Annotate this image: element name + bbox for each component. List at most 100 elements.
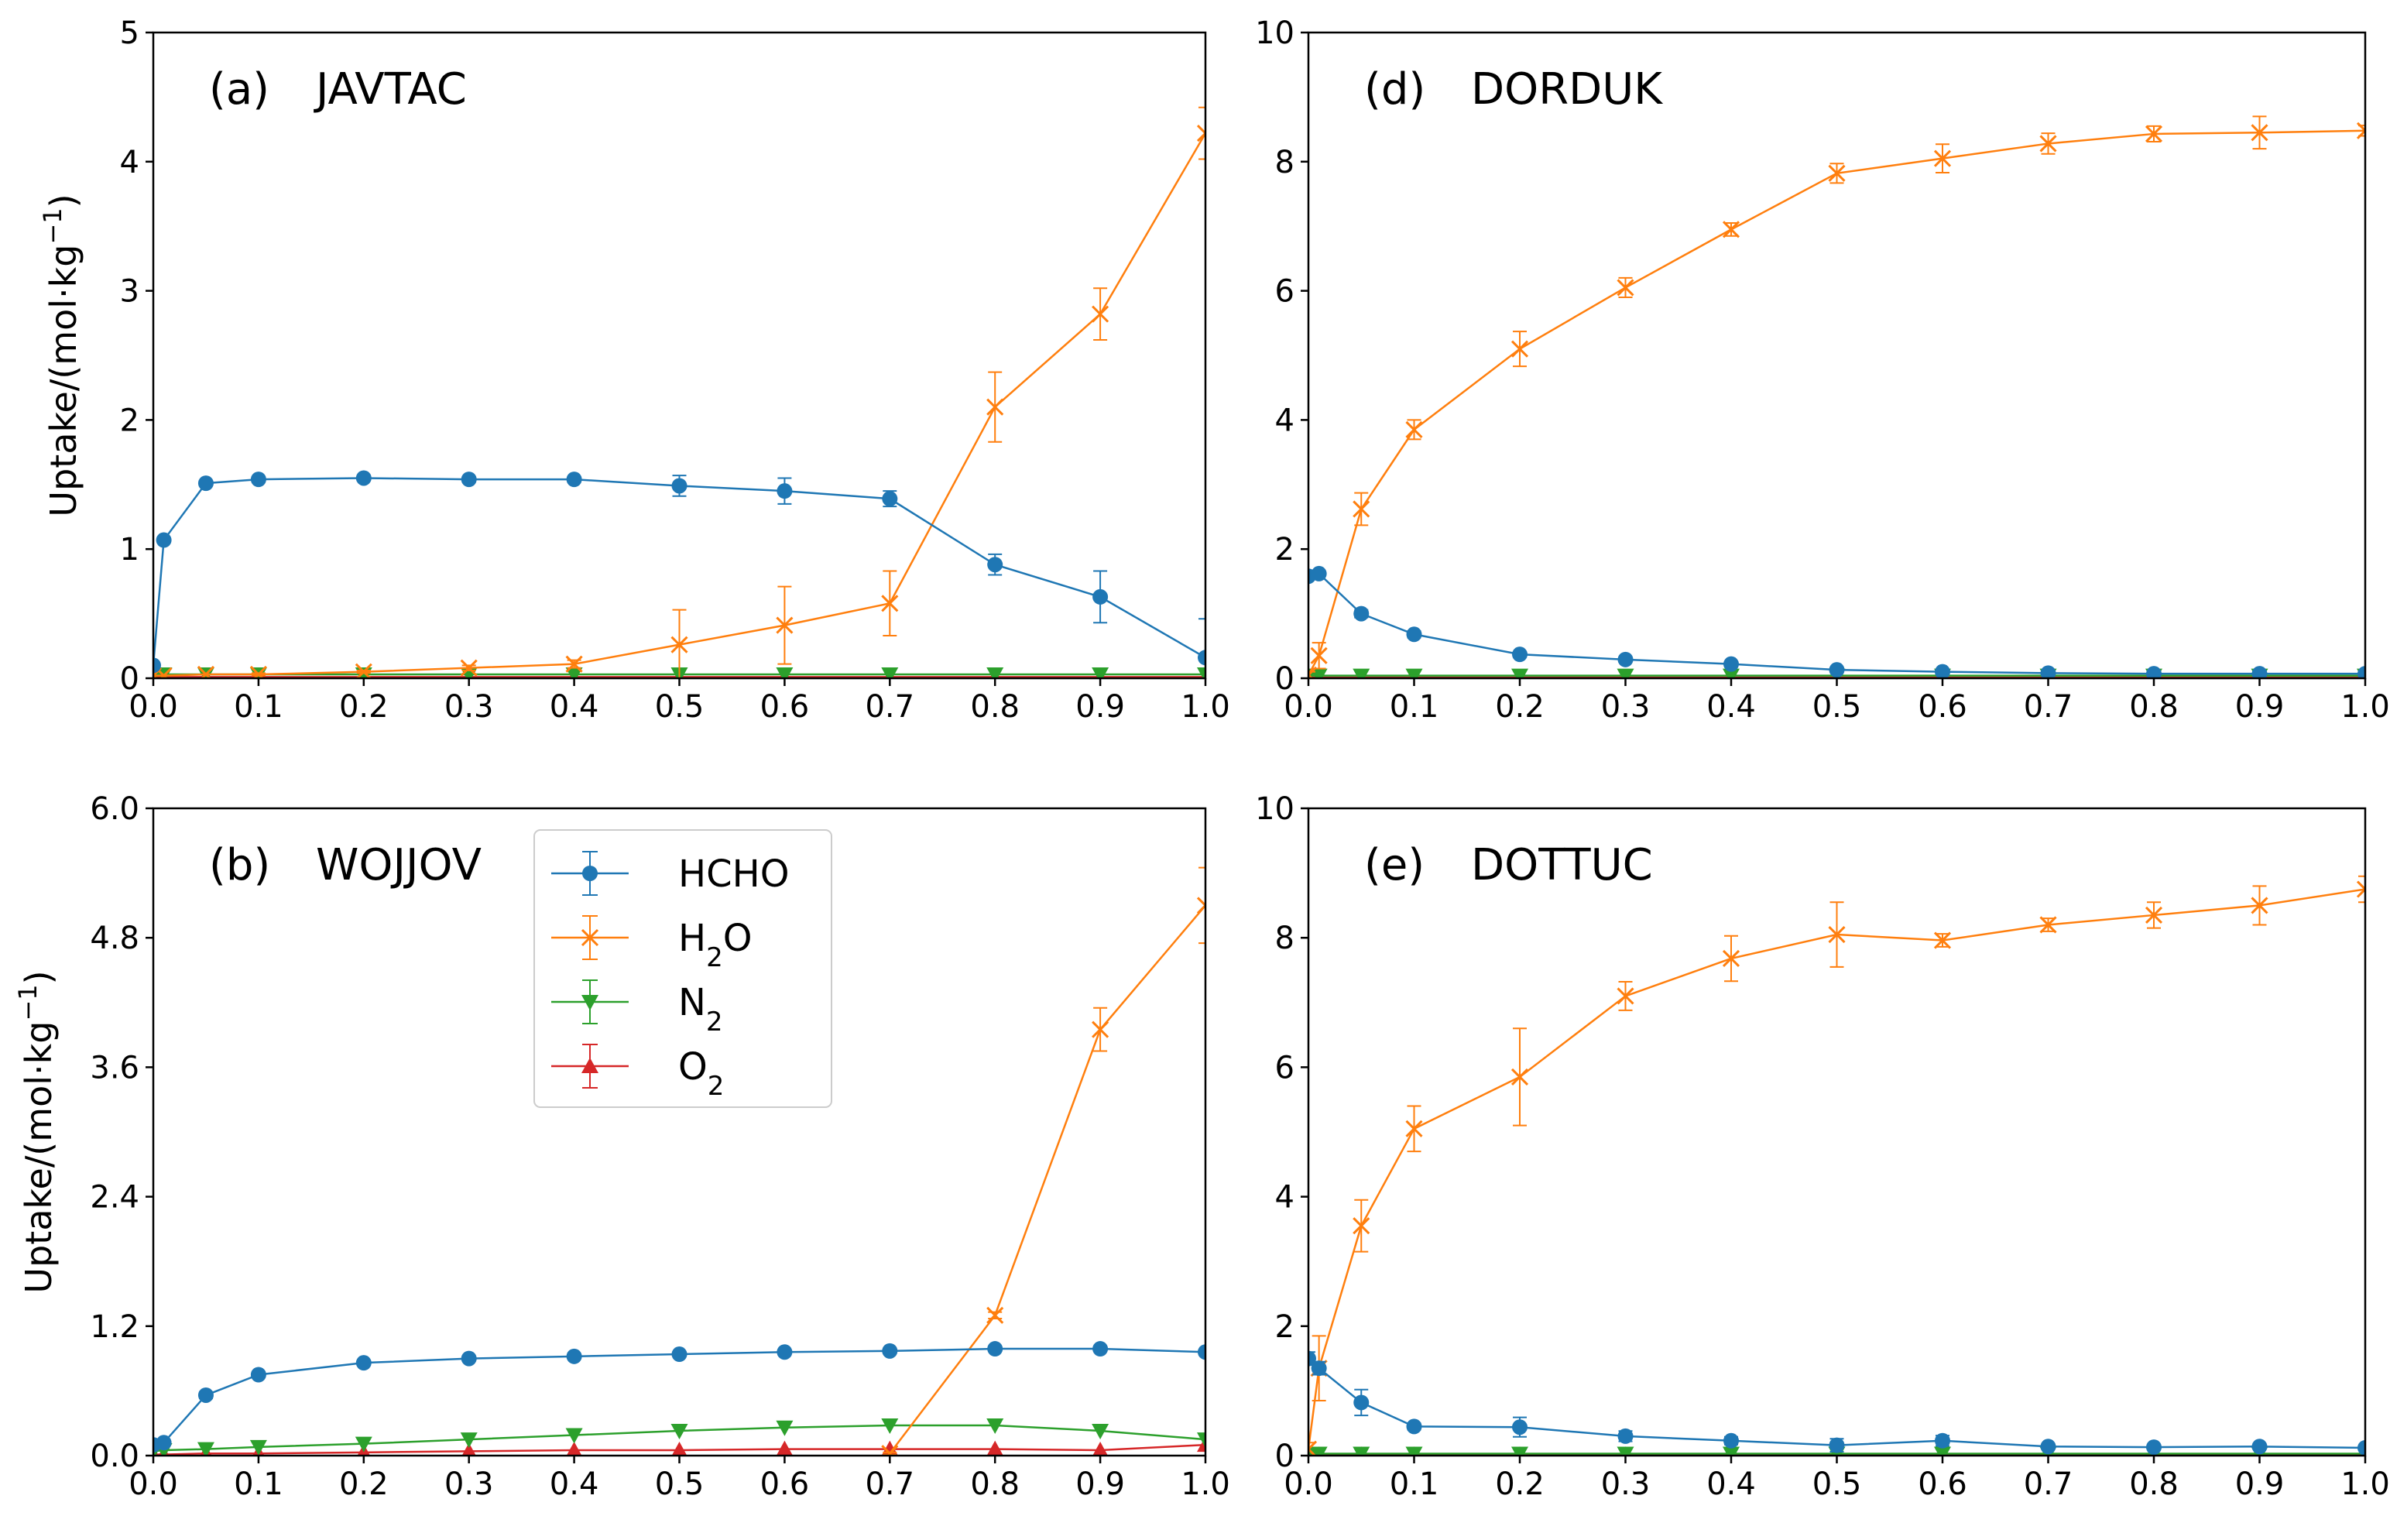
panel-b: 0.0 0.1 0.2 0.3 0.4 0.5 0.6 0.7 0.8 0.9 1.0 0.0 1.2 2… bbox=[13, 791, 1230, 1502]
data-point bbox=[1353, 1217, 1370, 1235]
data-point bbox=[565, 667, 583, 678]
series-line-H2O bbox=[153, 132, 1205, 677]
x-tick-label: 0.7 bbox=[2024, 689, 2073, 725]
legend-entry-O2: O2 bbox=[551, 1044, 724, 1102]
data-point bbox=[1353, 1394, 1370, 1411]
data-point bbox=[250, 472, 266, 488]
x-tick-label: 0.3 bbox=[444, 689, 494, 725]
series-H2O bbox=[1308, 115, 2365, 678]
legend-label: O2 bbox=[678, 1045, 724, 1102]
plot-area bbox=[1308, 115, 2365, 678]
data-point bbox=[2251, 124, 2268, 142]
y-tick-label: 2 bbox=[1275, 532, 1294, 568]
data-point bbox=[1829, 1437, 1845, 1453]
panel-d: 0.0 0.1 0.2 0.3 0.4 0.5 0.6 0.7 0.8 0.9 1.0 0 2 4 6 8 10… bbox=[1255, 15, 2390, 725]
data-point bbox=[566, 1442, 582, 1456]
data-point bbox=[1723, 1446, 1740, 1456]
y-tick-label: 1.2 bbox=[90, 1309, 139, 1345]
x-tick-label: 0.9 bbox=[2235, 1466, 2285, 1502]
data-point bbox=[1092, 1442, 1108, 1456]
error-bar bbox=[2358, 875, 2365, 904]
series-H2O bbox=[1308, 875, 2365, 1456]
data-point bbox=[1512, 647, 1528, 663]
data-point bbox=[1935, 664, 1950, 678]
plot-area bbox=[1308, 875, 2365, 1456]
y-tick-label: 0.0 bbox=[90, 1439, 139, 1474]
data-point bbox=[460, 1432, 478, 1449]
x-tick-label: 0.3 bbox=[1601, 1466, 1651, 1502]
data-point bbox=[2357, 1439, 2365, 1456]
panel-name: JAVTAC bbox=[314, 64, 467, 115]
data-point bbox=[1353, 1446, 1370, 1456]
data-point bbox=[1353, 500, 1370, 518]
x-tick-label: 0.0 bbox=[129, 689, 178, 725]
legend-entry-HCHO: HCHO bbox=[551, 851, 789, 896]
plot-area bbox=[153, 106, 1205, 678]
data-point bbox=[1310, 647, 1328, 664]
panel-label: (e) bbox=[1364, 840, 1425, 890]
data-point bbox=[1308, 666, 1318, 678]
data-point bbox=[1308, 1440, 1318, 1456]
data-point bbox=[565, 1428, 583, 1444]
x-tick-label: 0.1 bbox=[1390, 689, 1439, 725]
data-point bbox=[671, 1442, 688, 1456]
data-point bbox=[1406, 1418, 1422, 1435]
y-tick-label: 0 bbox=[1275, 1439, 1294, 1474]
data-point bbox=[1353, 668, 1370, 678]
data-point bbox=[1617, 651, 1634, 667]
data-point bbox=[1617, 668, 1634, 678]
data-point bbox=[1617, 1446, 1634, 1456]
data-point bbox=[1405, 1446, 1423, 1456]
data-point bbox=[1092, 1423, 1109, 1439]
legend-marker bbox=[582, 866, 598, 881]
legend-entry-N2: N2 bbox=[551, 979, 723, 1038]
data-point bbox=[2146, 666, 2162, 678]
x-tick-label: 0.4 bbox=[1706, 689, 1756, 725]
data-point bbox=[882, 491, 898, 507]
data-point bbox=[881, 1445, 899, 1456]
x-tick-label: 1.0 bbox=[1181, 689, 1230, 725]
data-point bbox=[197, 1387, 214, 1403]
error-bar bbox=[1308, 1442, 1315, 1456]
legend-label: H2O bbox=[678, 917, 753, 973]
data-point bbox=[986, 1306, 1004, 1324]
data-point bbox=[1617, 279, 1634, 297]
data-point bbox=[986, 667, 1004, 678]
data-point bbox=[250, 1367, 266, 1383]
data-point bbox=[2040, 665, 2056, 678]
x-tick-label: 0.7 bbox=[865, 689, 914, 725]
data-point bbox=[986, 1440, 1003, 1456]
y-axis-label: Uptake/(mol·kg−1) bbox=[38, 194, 84, 516]
series-line-HCHO bbox=[1308, 1357, 2365, 1449]
data-point bbox=[1197, 1432, 1205, 1449]
data-point bbox=[1353, 605, 1370, 622]
x-tick-label: 0.2 bbox=[1495, 1466, 1545, 1502]
data-point bbox=[776, 616, 794, 634]
data-point bbox=[1311, 1360, 1327, 1377]
data-point bbox=[197, 665, 215, 678]
data-point bbox=[986, 398, 1004, 416]
y-tick-label: 4 bbox=[1275, 1180, 1294, 1216]
series-HCHO bbox=[153, 470, 1205, 678]
legend-box bbox=[533, 829, 832, 1108]
x-tick-label: 0.2 bbox=[1495, 689, 1545, 725]
data-point bbox=[355, 470, 372, 486]
x-tick-label: 0.9 bbox=[1075, 1466, 1125, 1502]
data-point bbox=[1405, 1120, 1423, 1137]
x-tick-label: 0.0 bbox=[129, 1466, 178, 1502]
panel-a: 0.0 0.1 0.2 0.3 0.4 0.5 0.6 0.7 0.8 0.9 1.0 0 1 2 3 4 5 (… bbox=[38, 15, 1230, 725]
data-point bbox=[197, 1442, 214, 1456]
data-point bbox=[1723, 1432, 1739, 1449]
data-point bbox=[986, 1418, 1004, 1434]
x-tick-label: 0.8 bbox=[2129, 1466, 2179, 1502]
panel-name: DORDUK bbox=[1471, 64, 1663, 115]
data-point bbox=[461, 472, 477, 488]
x-tick-label: 1.0 bbox=[2340, 1466, 2390, 1502]
data-point bbox=[1406, 626, 1422, 643]
x-tick-label: 0.6 bbox=[1918, 689, 1967, 725]
y-tick-label: 2 bbox=[1275, 1309, 1294, 1345]
x-tick-label: 0.9 bbox=[1075, 689, 1125, 725]
data-point bbox=[670, 636, 688, 653]
axes-frame bbox=[1307, 31, 2367, 680]
data-point bbox=[1197, 667, 1205, 678]
